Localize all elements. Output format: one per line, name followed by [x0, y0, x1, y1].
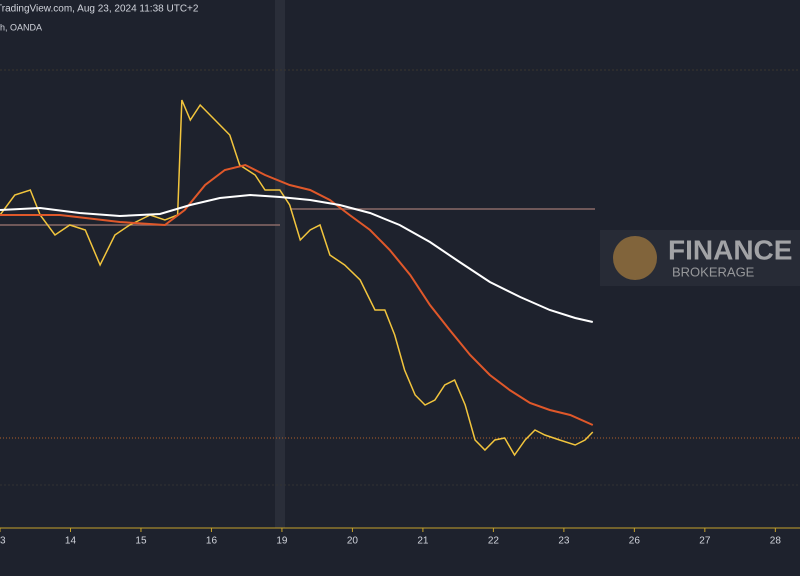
session-highlight: [275, 0, 285, 528]
series-line: [0, 193, 593, 323]
x-tick-label: 14: [65, 536, 77, 547]
watermark-icon: [613, 236, 657, 280]
x-tick-label: 27: [699, 536, 711, 547]
series-line: [0, 99, 594, 457]
x-tick-label: 21: [417, 536, 429, 547]
header: TradingView.com, Aug 23, 2024 11:38 UTC+…: [0, 4, 199, 15]
watermark-title: FINANCE: [668, 234, 792, 265]
x-tick-label: 20: [347, 536, 359, 547]
x-axis-area: [0, 528, 800, 576]
x-tick-label: 26: [629, 536, 641, 547]
symbol-info: h, OANDA: [0, 22, 42, 32]
x-tick-label: 23: [558, 536, 570, 547]
x-tick-label: 16: [206, 536, 218, 547]
series-line: [0, 163, 594, 426]
x-tick-label: 28: [770, 536, 782, 547]
x-tick-label: 22: [488, 536, 500, 547]
watermark-logo: FINANCE BROKERAGE: [600, 230, 800, 286]
x-tick-label: 15: [135, 536, 147, 547]
watermark-subtitle: BROKERAGE: [672, 264, 755, 279]
x-tick-label: 19: [276, 536, 288, 547]
x-tick-label: 13: [0, 536, 6, 547]
